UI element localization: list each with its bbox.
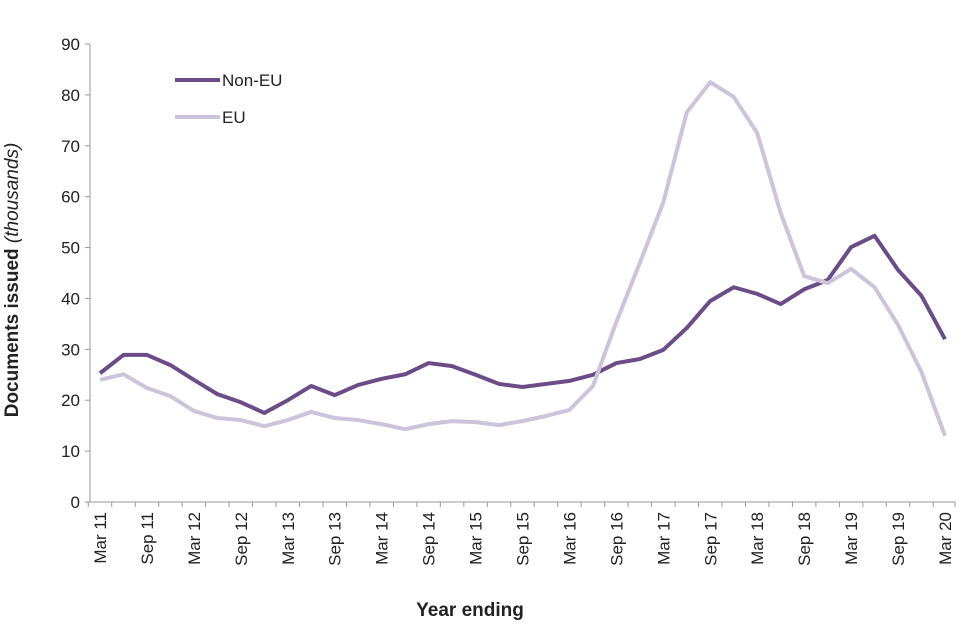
legend-label: Non-EU xyxy=(222,71,282,90)
x-tick-label: Sep 16 xyxy=(607,512,626,566)
x-tick-label: Sep 13 xyxy=(326,512,345,566)
x-tick-label: Mar 15 xyxy=(467,512,486,565)
x-tick-label: Mar 11 xyxy=(91,512,110,564)
x-tick-label: Mar 20 xyxy=(936,512,955,565)
legend-label: EU xyxy=(222,108,246,127)
y-tick-label: 20 xyxy=(61,391,80,410)
y-tick-label: 50 xyxy=(61,239,80,258)
x-tick-label: Mar 16 xyxy=(560,512,579,565)
y-axis-title-main: Documents issued xyxy=(2,248,23,417)
x-tick-label: Mar 14 xyxy=(373,512,392,565)
x-tick-label: Mar 12 xyxy=(185,512,204,565)
series-line xyxy=(99,80,947,437)
x-tick-label: Mar 17 xyxy=(654,512,673,565)
x-tick-label: Sep 14 xyxy=(420,512,439,566)
x-tick-label: Sep 11 xyxy=(138,512,157,565)
y-axis-title-unit: (thousands) xyxy=(2,143,23,243)
y-tick-label: 70 xyxy=(61,137,80,156)
x-axis-title: Year ending xyxy=(416,600,524,621)
y-tick-label: 80 xyxy=(61,86,80,105)
y-tick-label: 10 xyxy=(61,442,80,461)
x-tick-label: Sep 18 xyxy=(795,512,814,566)
x-tick-label: Sep 17 xyxy=(701,512,720,566)
y-tick-label: 0 xyxy=(71,493,80,512)
y-axis-title: Documents issued (thousands) xyxy=(2,143,23,418)
x-tick-label: Mar 19 xyxy=(842,512,861,565)
x-tick-label: Sep 19 xyxy=(889,512,908,566)
y-tick-label: 40 xyxy=(61,289,80,308)
y-tick-label: 60 xyxy=(61,188,80,207)
x-tick-label: Sep 15 xyxy=(514,512,533,566)
y-tick-label: 30 xyxy=(61,340,80,359)
series-line xyxy=(98,233,947,415)
y-tick-label: 90 xyxy=(61,35,80,54)
x-tick-label: Mar 18 xyxy=(748,512,767,565)
x-tick-label: Sep 12 xyxy=(232,512,251,566)
x-tick-label: Mar 13 xyxy=(279,512,298,565)
